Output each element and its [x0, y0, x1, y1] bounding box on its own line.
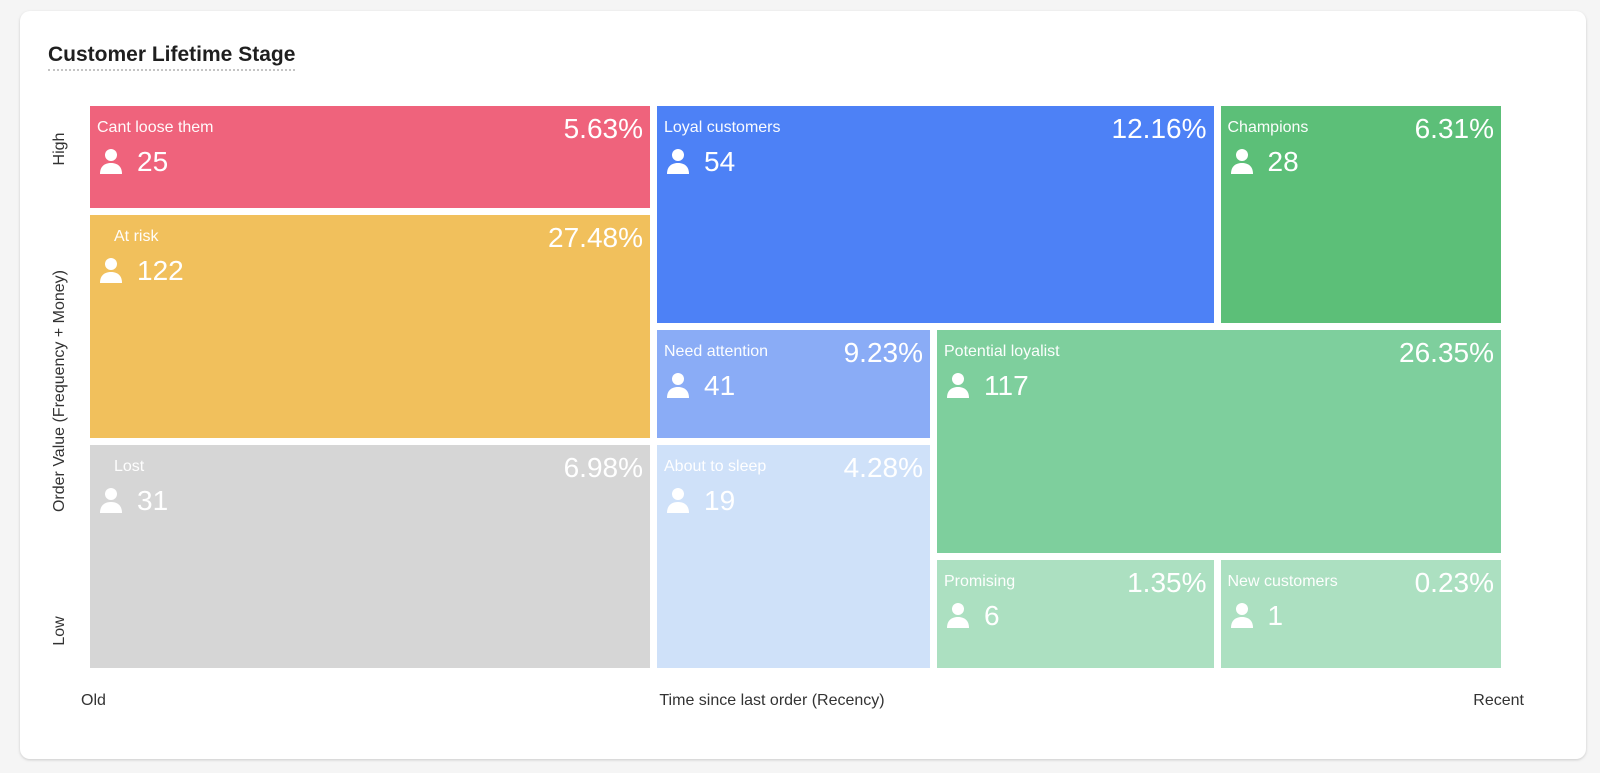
segment-percent: 6.98% — [563, 452, 643, 483]
x-axis-recent-label: Recent — [1473, 692, 1524, 709]
segment-count: 25 — [137, 146, 169, 177]
segment-potential-loyalist[interactable]: Potential loyalist 26.35% 117 — [937, 330, 1501, 553]
segment-count: 19 — [704, 485, 736, 516]
segment-name: Loyal customers — [664, 119, 781, 136]
segment-percent: 5.63% — [563, 113, 643, 144]
segment-count-row: 19 — [666, 485, 735, 517]
x-axis-old-label: Old — [81, 692, 106, 709]
user-icon — [100, 258, 122, 283]
segment-percent: 9.23% — [843, 337, 923, 368]
segment-count: 54 — [704, 146, 736, 177]
segment-grid: Cant loose them 5.63% 25 At risk 27.48% 122 Lo… — [90, 106, 1551, 688]
segment-name: Potential loyalist — [944, 343, 1060, 360]
segment-count-row: 1 — [1230, 600, 1284, 632]
segment-name: Champions — [1227, 119, 1309, 136]
segment-name: Need attention — [664, 343, 769, 360]
segment-cant-loose-them[interactable]: Cant loose them 5.63% 25 — [90, 106, 650, 208]
segment-percent: 1.35% — [1127, 567, 1207, 598]
user-icon — [667, 149, 689, 174]
segment-count-row: 54 — [666, 146, 735, 178]
segment-count: 6 — [984, 600, 1000, 631]
user-icon — [100, 149, 122, 174]
x-axis-title: Time since last order (Recency) — [659, 692, 885, 709]
segment-name: About to sleep — [664, 458, 767, 475]
segment-promising[interactable]: Promising 1.35% 6 — [937, 560, 1214, 668]
y-axis-title: Order Value (Frequency + Money) — [51, 269, 68, 513]
segment-count-row: 28 — [1230, 146, 1299, 178]
segment-count-row: 31 — [99, 485, 168, 517]
segment-new-customers[interactable]: New customers 0.23% 1 — [1220, 560, 1501, 668]
y-axis-high-label: High — [51, 132, 68, 166]
segment-count: 117 — [984, 370, 1029, 401]
chart-title: Customer Lifetime Stage — [48, 43, 296, 71]
user-icon — [667, 488, 689, 513]
user-icon — [667, 373, 689, 398]
y-axis-low-label: Low — [51, 616, 68, 646]
segment-count-row: 6 — [946, 600, 1000, 632]
segment-percent: 27.48% — [548, 222, 643, 253]
segment-percent: 12.16% — [1111, 113, 1207, 144]
segment-count: 31 — [137, 485, 169, 516]
segment-count: 122 — [137, 255, 184, 286]
segment-count: 1 — [1267, 600, 1284, 631]
user-icon — [947, 603, 969, 628]
segment-need-attention[interactable]: Need attention 9.23% 41 — [657, 330, 930, 438]
segment-about-to-sleep[interactable]: About to sleep 4.28% 19 — [657, 445, 930, 668]
segment-loyal-customers[interactable]: Loyal customers 12.16% 54 — [657, 106, 1214, 323]
segment-count: 28 — [1267, 146, 1299, 177]
segment-name: New customers — [1227, 573, 1338, 590]
segment-count-row: 25 — [99, 146, 168, 178]
segment-lost[interactable]: Lost 6.98% 31 — [90, 445, 650, 668]
segment-count-row: 122 — [99, 255, 184, 287]
segment-percent: 26.35% — [1399, 337, 1494, 368]
segment-percent: 6.31% — [1414, 113, 1494, 144]
segment-name: Lost — [114, 458, 145, 475]
user-icon — [947, 373, 969, 398]
user-icon — [1230, 603, 1253, 628]
segment-percent: 4.28% — [843, 452, 923, 483]
segment-champions[interactable]: Champions 6.31% 28 — [1220, 106, 1501, 323]
user-icon — [100, 488, 122, 513]
segment-count: 41 — [704, 370, 736, 401]
segment-name: Cant loose them — [97, 119, 214, 136]
segment-name: Promising — [944, 573, 1016, 590]
segment-count-row: 117 — [946, 370, 1029, 402]
segment-percent: 0.23% — [1414, 567, 1494, 598]
segment-name: At risk — [114, 228, 159, 245]
segment-count-row: 41 — [666, 370, 735, 402]
segment-at-risk[interactable]: At risk 27.48% 122 — [90, 215, 650, 438]
user-icon — [1230, 149, 1253, 174]
